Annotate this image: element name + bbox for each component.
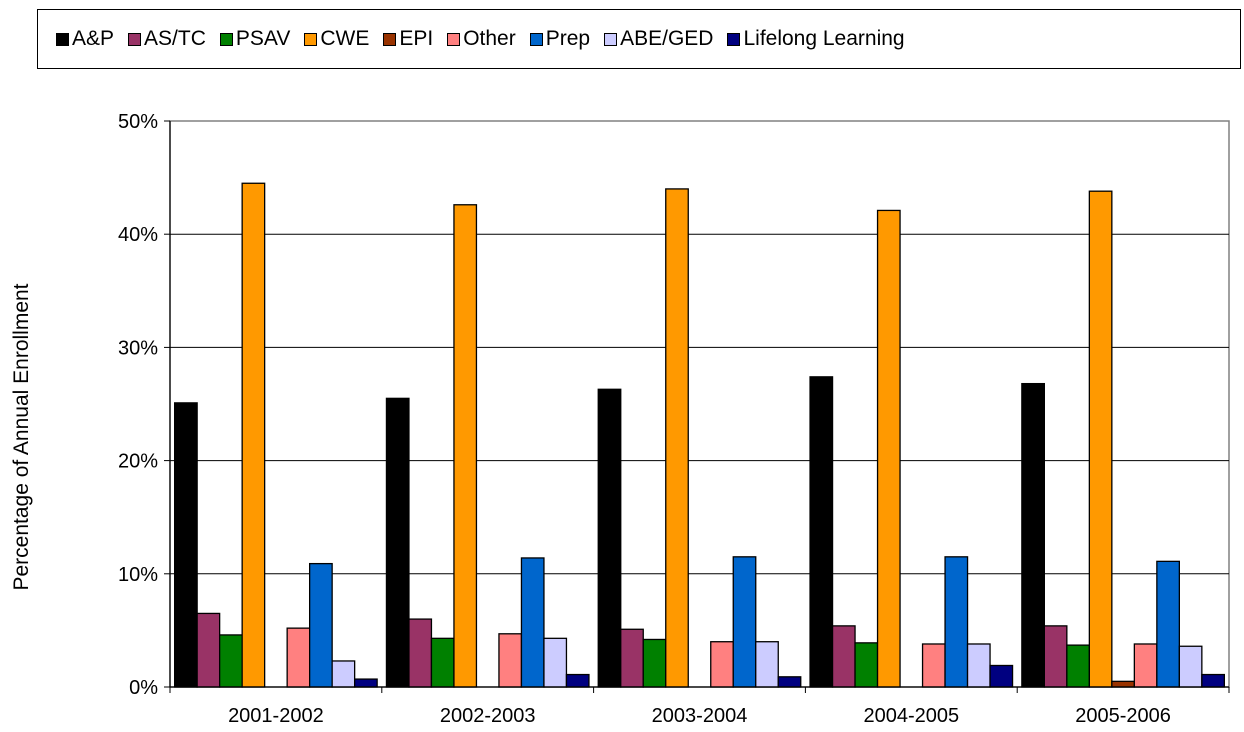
bar bbox=[620, 628, 644, 688]
legend-item: CWE bbox=[304, 27, 369, 51]
x-tick-label: 2004-2005 bbox=[863, 705, 959, 727]
y-tick-label: 30% bbox=[118, 337, 158, 359]
legend-swatch bbox=[304, 32, 318, 46]
bar bbox=[876, 209, 901, 688]
x-tick-label: 2003-2004 bbox=[652, 705, 748, 727]
legend-swatch bbox=[383, 32, 397, 46]
bar bbox=[732, 556, 757, 688]
bar bbox=[1066, 644, 1090, 688]
bar bbox=[755, 641, 779, 688]
legend-item: AS/TC bbox=[128, 27, 206, 51]
legend-item: ABE/GED bbox=[604, 27, 713, 51]
legend-item: PSAV bbox=[219, 27, 291, 51]
legend-swatch bbox=[447, 32, 461, 46]
bar bbox=[498, 633, 523, 688]
legend-swatch bbox=[56, 32, 69, 46]
bar bbox=[777, 676, 802, 688]
y-axis-title: Percentage of Annual Enrollment bbox=[10, 283, 33, 590]
x-tick-label: 2001-2002 bbox=[228, 705, 324, 727]
bar bbox=[1156, 560, 1180, 688]
legend-swatch bbox=[219, 32, 233, 46]
legend-item: A&P bbox=[56, 27, 114, 51]
legend: A&P AS/TC PSAV CWE EPI Other Prep ABE/GED Lifelo… bbox=[37, 9, 1241, 69]
bar bbox=[710, 641, 734, 688]
legend-label: CWE bbox=[320, 27, 370, 50]
bar bbox=[1111, 680, 1135, 688]
bar bbox=[173, 402, 198, 688]
bar bbox=[854, 642, 879, 688]
axes: 0% 10% 20% 30% 40% 50% 2001-2002 2002-2003 2003-… bbox=[118, 111, 1230, 727]
y-tick-label: 20% bbox=[118, 451, 158, 473]
bar bbox=[831, 625, 856, 688]
legend-label: PSAV bbox=[235, 27, 291, 50]
x-tick-label: 2005-2006 bbox=[1075, 705, 1171, 727]
bar bbox=[565, 673, 590, 688]
legend-swatch bbox=[128, 32, 142, 46]
bar bbox=[642, 638, 667, 688]
bar bbox=[1133, 643, 1158, 688]
legend-item: Other bbox=[447, 27, 516, 51]
bar bbox=[218, 634, 243, 688]
legend-swatch bbox=[727, 32, 741, 46]
bar bbox=[1178, 645, 1203, 688]
legend-item: Prep bbox=[529, 27, 591, 51]
legend-label: A&P bbox=[72, 27, 115, 50]
bar bbox=[453, 204, 478, 688]
bar bbox=[966, 643, 991, 688]
bar bbox=[241, 182, 266, 688]
legend-swatch bbox=[529, 32, 543, 46]
bar bbox=[944, 556, 969, 688]
bar bbox=[543, 637, 568, 688]
bar bbox=[597, 388, 622, 688]
bar bbox=[1021, 382, 1045, 688]
bar bbox=[196, 612, 221, 688]
x-tick-label: 2002-2003 bbox=[440, 705, 536, 727]
y-tick-label: 50% bbox=[118, 111, 158, 133]
bar bbox=[331, 660, 356, 688]
bar bbox=[408, 618, 433, 688]
bar bbox=[353, 678, 378, 688]
bar bbox=[1088, 190, 1113, 688]
legend-label: AS/TC bbox=[144, 27, 206, 50]
bar bbox=[286, 627, 311, 688]
bar bbox=[1043, 625, 1068, 688]
bar bbox=[520, 557, 545, 688]
legend-item: EPI bbox=[383, 27, 433, 51]
bar bbox=[308, 562, 333, 688]
legend-label: ABE/GED bbox=[620, 27, 714, 50]
bar bbox=[809, 376, 834, 688]
legend-label: Other bbox=[463, 27, 516, 50]
legend-swatch bbox=[604, 32, 618, 46]
bars bbox=[173, 182, 1225, 688]
bar bbox=[989, 664, 1014, 688]
legend-item: Lifelong Learning bbox=[727, 27, 905, 51]
bar bbox=[1201, 673, 1225, 688]
legend-label: Lifelong Learning bbox=[743, 27, 905, 50]
y-tick-label: 0% bbox=[129, 677, 158, 699]
legend-label: Prep bbox=[545, 27, 591, 50]
bar bbox=[665, 188, 689, 688]
bar bbox=[430, 637, 455, 688]
bar bbox=[385, 397, 410, 688]
legend-label: EPI bbox=[399, 27, 434, 50]
y-tick-label: 40% bbox=[118, 224, 158, 246]
bar bbox=[921, 643, 946, 688]
y-tick-label: 10% bbox=[118, 564, 158, 586]
